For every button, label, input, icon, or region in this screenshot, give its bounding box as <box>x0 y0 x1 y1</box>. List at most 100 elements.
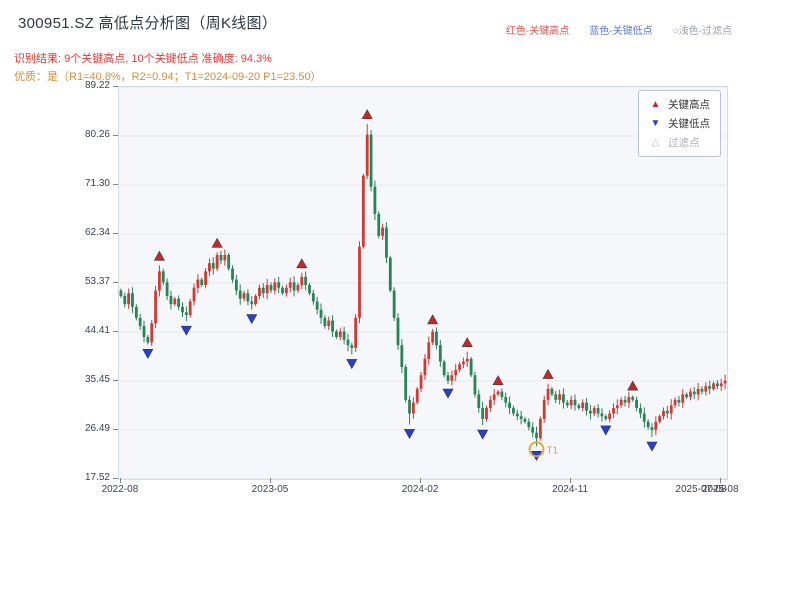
candle-body <box>227 254 231 269</box>
candle-body <box>138 317 142 327</box>
key-low-marker <box>477 429 489 440</box>
candle-body <box>142 326 146 337</box>
x-axis-tick-label: 2024-02 <box>401 484 439 495</box>
candle-body <box>462 361 465 365</box>
key-high-triangle-icon: ▲ <box>650 98 661 110</box>
candle-body <box>215 254 219 269</box>
candle-body <box>381 227 384 236</box>
candle-body <box>577 405 581 409</box>
x-axis-tick <box>119 478 121 483</box>
candle-body <box>169 295 173 305</box>
candle-body <box>500 391 504 398</box>
legend-key-high-label: 红色-关键高点 <box>505 26 570 37</box>
x-axis-tick <box>570 478 572 483</box>
candle-body <box>315 301 319 310</box>
candle-body <box>646 421 650 428</box>
key-low-marker <box>180 325 192 336</box>
candle-body <box>373 186 377 214</box>
candle-body <box>639 408 642 414</box>
key-high-marker <box>361 109 373 120</box>
candle-body <box>704 386 708 392</box>
candle-body <box>627 397 631 403</box>
candle-body <box>689 391 692 398</box>
candle-body <box>258 287 261 296</box>
candle-body <box>700 388 704 392</box>
candle-body <box>592 408 596 414</box>
candle-body <box>512 408 515 414</box>
candle-body <box>404 367 408 400</box>
candle-body <box>435 331 438 346</box>
candle-body <box>712 383 715 389</box>
candle-body <box>477 394 481 409</box>
page-title: 300951.SZ 高低点分析图（周K线图） <box>18 15 278 32</box>
candle-body <box>184 312 188 316</box>
y-axis-tick-label: 26.49 <box>84 423 110 434</box>
candle-body <box>177 298 181 307</box>
candle-body <box>523 418 527 422</box>
candle-body <box>669 405 673 414</box>
filter-point-text: 浅色-过滤点 <box>678 26 732 37</box>
candle-body <box>284 287 288 294</box>
y-axis-tick <box>113 233 118 234</box>
candle-body <box>304 276 308 286</box>
candle-body <box>515 413 519 417</box>
candle-body <box>134 306 138 318</box>
y-axis-tick <box>113 135 118 136</box>
candle-body <box>265 285 269 294</box>
candle-body <box>635 399 638 409</box>
candle-body <box>596 408 600 414</box>
candle-body <box>342 331 346 340</box>
key-low-marker <box>142 349 154 359</box>
candle-body <box>562 394 565 403</box>
filter-circle-icon: ○ <box>672 26 679 37</box>
candle-body <box>323 317 327 327</box>
candle-body <box>219 254 223 261</box>
candle-body <box>396 317 400 346</box>
candle-body <box>619 399 623 406</box>
candle-body <box>388 257 392 291</box>
candle-body <box>558 394 562 400</box>
candle-body <box>300 276 304 286</box>
candle-body <box>665 410 669 414</box>
candle-body <box>673 399 677 406</box>
quality-summary: 优质：是（R1=40.8%，R2=0.94；T1=2024-09-20 P1=2… <box>14 71 322 83</box>
chart-legend-label: 关键高点 <box>668 99 710 111</box>
candle-body <box>411 402 415 414</box>
x-axis-tick-label: 2023-05 <box>251 484 289 495</box>
candle-body <box>292 282 296 291</box>
candle-body <box>685 394 688 398</box>
candle-body <box>519 416 523 419</box>
y-axis-tick-label: 17.52 <box>84 472 110 483</box>
candle-body <box>654 421 658 430</box>
candle-body <box>192 287 196 302</box>
candle-body <box>123 295 127 305</box>
candle-body <box>181 306 184 313</box>
candle-body <box>127 293 131 305</box>
candle-body <box>377 213 381 236</box>
candle-body <box>350 345 354 348</box>
legend-filter-point-label: ○浅色-过滤点 <box>673 22 732 37</box>
candle-body <box>208 263 211 272</box>
chart-legend-label: 关键低点 <box>668 118 710 130</box>
candle-body <box>535 432 538 439</box>
x-axis-tick-label: 2024-11 <box>552 484 589 495</box>
candle-body <box>662 410 665 417</box>
key-high-marker <box>492 375 504 386</box>
candle-body <box>408 399 411 414</box>
key-low-triangle-icon: ▼ <box>650 117 661 129</box>
candle-body <box>223 254 227 261</box>
t1-label: T1 <box>547 445 559 456</box>
y-axis-tick-label: 62.34 <box>84 227 110 238</box>
candle-body <box>196 279 200 288</box>
candle-body <box>719 383 723 387</box>
candle-body <box>146 336 150 343</box>
candle-body <box>569 399 573 406</box>
chart-legend-item-2: △ 过滤点 <box>649 135 710 150</box>
candle-body <box>261 287 265 294</box>
x-axis-tick-label: 2025-08 <box>701 484 739 495</box>
candle-body <box>485 408 488 419</box>
key-high-marker <box>296 258 308 269</box>
y-axis-tick-label: 80.26 <box>84 129 110 140</box>
candle-body <box>473 375 477 395</box>
candle-body <box>308 285 311 294</box>
